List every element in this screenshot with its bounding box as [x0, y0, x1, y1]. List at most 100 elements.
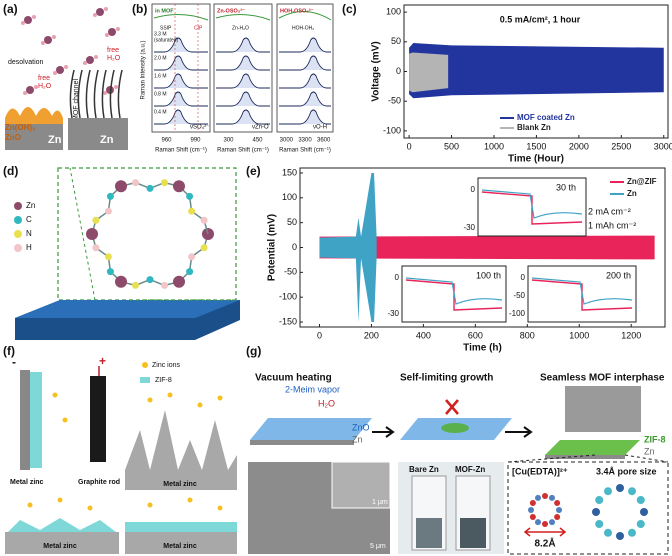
x-tick-label: 1500	[526, 141, 546, 151]
label: Zn	[352, 434, 363, 444]
complex-atom	[528, 507, 534, 513]
panel-label: (b)	[132, 2, 147, 16]
label: Zn	[100, 134, 114, 146]
atom	[104, 253, 112, 261]
label: 3.3 M	[154, 31, 167, 37]
atom	[86, 228, 98, 240]
inset-curve	[531, 279, 633, 311]
zinc-ion	[27, 502, 33, 508]
zif-atom	[604, 487, 612, 496]
label: C	[26, 215, 32, 224]
atom	[104, 7, 108, 11]
y-tick-label: 50	[287, 217, 297, 227]
raman-curve	[279, 55, 331, 71]
label: -30	[463, 223, 475, 232]
zinc-ion	[87, 505, 93, 511]
zif-atom	[595, 496, 604, 504]
raman-curve	[279, 73, 331, 89]
atom	[53, 71, 57, 75]
label: Zn	[48, 134, 62, 146]
sem-cross-section	[565, 386, 641, 432]
legend-label: Zn	[627, 189, 637, 198]
raman-curve	[216, 73, 270, 89]
zif-coat	[8, 518, 116, 532]
y-tick-label: 100	[386, 7, 401, 17]
label: 1 mAh cm⁻²	[588, 220, 636, 230]
shape	[109, 69, 115, 119]
x-tick-label: 600	[468, 330, 483, 340]
raman-curve	[279, 37, 331, 53]
zif-atom	[640, 508, 648, 516]
label: -100	[509, 309, 526, 318]
label: 0	[521, 273, 526, 282]
metal-zinc	[125, 532, 237, 554]
atom	[132, 281, 140, 289]
atom	[52, 35, 56, 39]
label: Zn	[644, 446, 655, 456]
label: ZnO	[5, 133, 21, 142]
subplot-frame	[213, 3, 273, 133]
atom	[188, 253, 196, 261]
atom	[104, 207, 112, 215]
label: 0	[395, 273, 400, 282]
label: 990	[190, 138, 201, 144]
arrow	[505, 426, 533, 438]
atom	[186, 268, 194, 276]
complex-atom	[554, 500, 561, 506]
label: in MOF	[155, 8, 174, 14]
atom	[32, 15, 36, 19]
zif-atom	[628, 487, 636, 496]
label: N	[26, 229, 32, 238]
atom	[21, 21, 25, 25]
atom	[114, 85, 118, 89]
label: H	[26, 243, 32, 252]
atom	[116, 27, 120, 31]
label: Graphite rod	[78, 479, 120, 486]
y-tick-label: -100	[383, 125, 401, 135]
atom	[96, 8, 104, 16]
atom	[146, 276, 154, 284]
y-tick-label: -100	[279, 292, 297, 302]
panel-label: (d)	[3, 164, 18, 178]
label: Zn-H₂O	[232, 25, 249, 31]
size-arrow	[523, 527, 567, 537]
inset-curve	[405, 277, 503, 305]
atom	[23, 91, 27, 95]
label: 0	[471, 185, 476, 194]
zinc-ion	[217, 505, 223, 511]
complex-atom	[549, 494, 555, 501]
atom	[108, 28, 116, 36]
atom	[106, 86, 114, 94]
zoom-guide	[507, 454, 669, 463]
inset-curve	[481, 191, 583, 225]
ion-icon	[142, 362, 148, 368]
label: 3300	[298, 138, 312, 144]
x-tick-label: 200	[364, 330, 379, 340]
label: 2 mA cm⁻²	[588, 206, 631, 216]
label: ZIF-8	[155, 377, 172, 384]
inset-curve	[405, 279, 503, 311]
panel-label: (f)	[3, 344, 15, 358]
label: H₂O	[107, 55, 121, 62]
zinc-plate	[20, 370, 30, 470]
atom	[160, 281, 168, 289]
shape	[77, 69, 83, 119]
raman-curve	[279, 91, 331, 107]
x-tick-label: 1000	[569, 330, 589, 340]
label: Seamless MOF interphase	[540, 373, 665, 384]
panel-label: (g)	[246, 344, 261, 358]
label: free	[107, 47, 119, 54]
inset-curve	[481, 189, 583, 219]
label: Zinc ions	[152, 362, 181, 369]
complex-atom	[535, 519, 541, 526]
x-tick-label: 3000	[654, 141, 672, 151]
label: 1 μm	[372, 499, 388, 506]
atom	[200, 216, 208, 224]
label: Raman Intensity (a.u.)	[141, 40, 147, 99]
label: Metal zinc	[163, 481, 197, 488]
raman-curve	[154, 55, 208, 71]
atom	[24, 16, 32, 24]
shape	[68, 118, 128, 150]
label: -50	[513, 291, 525, 300]
zoom-box	[507, 461, 669, 555]
